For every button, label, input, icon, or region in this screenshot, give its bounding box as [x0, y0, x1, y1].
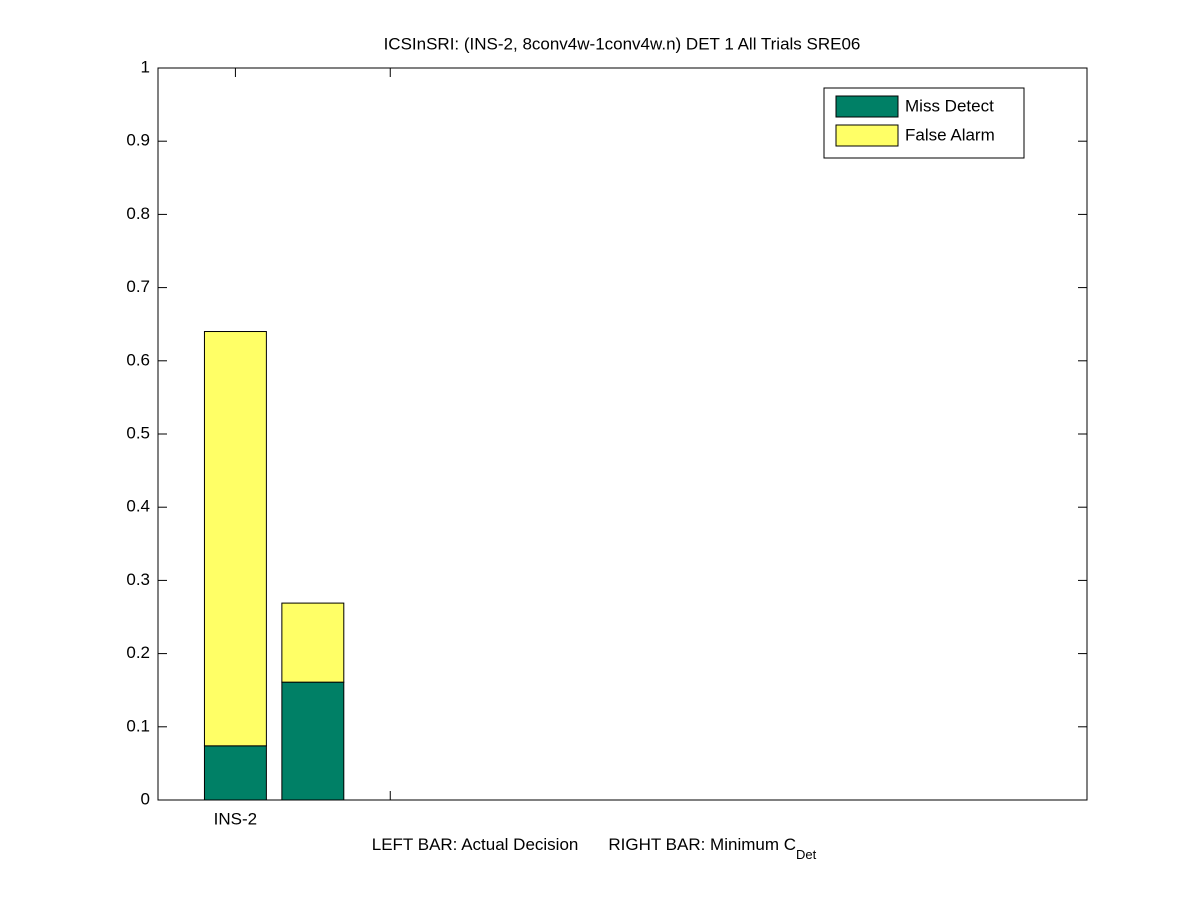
y-tick-label: 0.7 — [126, 277, 150, 296]
y-tick-label: 0.3 — [126, 570, 150, 589]
legend-label: False Alarm — [905, 125, 995, 144]
x-tick-label: INS-2 — [214, 809, 257, 828]
x-label-right: RIGHT BAR: Minimum C — [608, 835, 796, 854]
y-tick-label: 0.5 — [126, 423, 150, 442]
y-tick-label: 0.1 — [126, 716, 150, 735]
y-tick-label: 0.2 — [126, 643, 150, 662]
bar-segment — [203, 331, 267, 747]
legend-label: Miss Detect — [905, 96, 994, 115]
y-tick-label: 0.8 — [126, 204, 150, 223]
legend-swatch — [835, 95, 899, 118]
y-tick-label: 0.6 — [126, 350, 150, 369]
legend-swatch — [835, 124, 899, 147]
y-tick-label: 1 — [141, 57, 150, 76]
bar-segment — [203, 745, 267, 801]
y-tick-label: 0 — [141, 789, 150, 808]
bar-segment — [281, 681, 345, 801]
y-tick-label: 0.4 — [126, 497, 150, 516]
x-axis-label: LEFT BAR: Actual Decision RIGHT BAR: Mini… — [372, 835, 817, 862]
bar-segment — [281, 602, 345, 683]
plot-frame — [157, 67, 1088, 801]
x-label-left: LEFT BAR: Actual Decision — [372, 835, 579, 854]
x-label-subscript: Det — [796, 847, 817, 862]
y-tick-label: 0.9 — [126, 131, 150, 150]
chart-title: ICSInSRI: (INS-2, 8conv4w-1conv4w.n) DET… — [384, 34, 861, 53]
